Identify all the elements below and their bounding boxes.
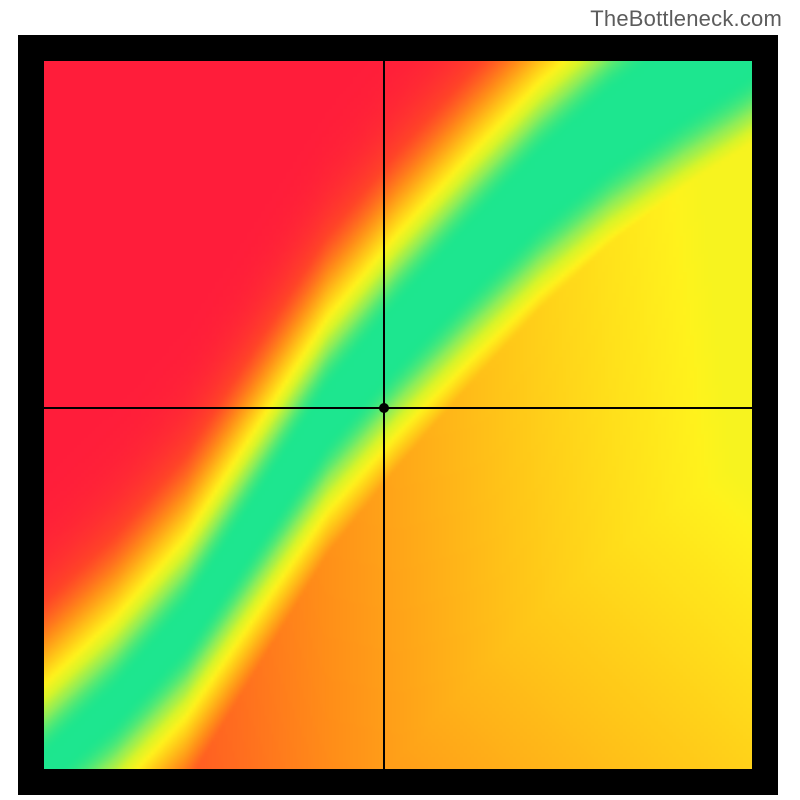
plot-frame — [18, 35, 778, 795]
watermark-text: TheBottleneck.com — [590, 6, 782, 32]
crosshair-horizontal — [44, 407, 752, 409]
heatmap-canvas — [44, 61, 752, 769]
crosshair-vertical — [383, 61, 385, 769]
plot-inner — [44, 61, 752, 769]
marker-dot — [379, 403, 389, 413]
